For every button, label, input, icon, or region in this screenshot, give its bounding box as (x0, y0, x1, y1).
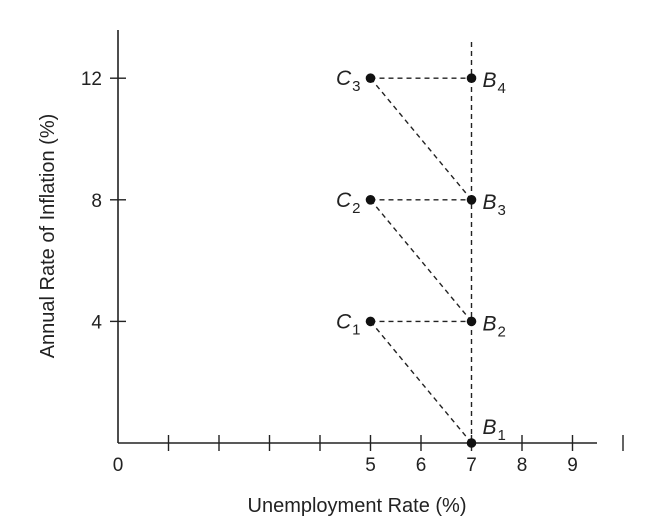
segment-B1-C1 (369, 320, 473, 444)
labels-group: B1 B2 B3 B4 C1 C2 C3 (336, 67, 506, 444)
point-C3 (365, 73, 376, 83)
point-label-C3: C3 (336, 67, 361, 95)
point-label-C2: C2 (336, 189, 361, 217)
point-B1 (466, 438, 477, 448)
point-label-B1: B1 (483, 416, 506, 444)
point-label-B3: B3 (483, 191, 506, 219)
point-C1 (365, 316, 376, 327)
axes-group (117, 30, 597, 444)
point-B3 (466, 195, 477, 205)
point-C2 (365, 195, 376, 205)
point-label-C1: C1 (336, 310, 361, 338)
x-tick-label-6: 6 (416, 455, 427, 476)
point-B2 (466, 316, 477, 327)
y-tick-label-8: 8 (91, 191, 102, 212)
origin-label: 0 (113, 455, 124, 476)
point-label-B4: B4 (483, 69, 506, 97)
x-axis-title: Unemployment Rate (%) (248, 495, 467, 517)
segment-B3-C3 (369, 77, 473, 201)
points-group (365, 73, 477, 448)
x-tick-label-5: 5 (365, 455, 376, 476)
ticks-group: 5 6 7 8 9 4 8 12 (81, 69, 624, 476)
x-tick-label-8: 8 (517, 455, 528, 476)
segment-B2-C2 (369, 199, 473, 322)
x-tick-label-7: 7 (466, 455, 477, 476)
point-B4 (466, 73, 477, 83)
y-axis-title: Annual Rate of Inflation (%) (37, 114, 59, 359)
y-tick-label-4: 4 (91, 312, 102, 333)
dashed-segments-group (369, 77, 473, 444)
point-label-B2: B2 (483, 312, 506, 340)
x-tick-label-9: 9 (567, 455, 578, 476)
y-tick-label-12: 12 (81, 69, 102, 90)
